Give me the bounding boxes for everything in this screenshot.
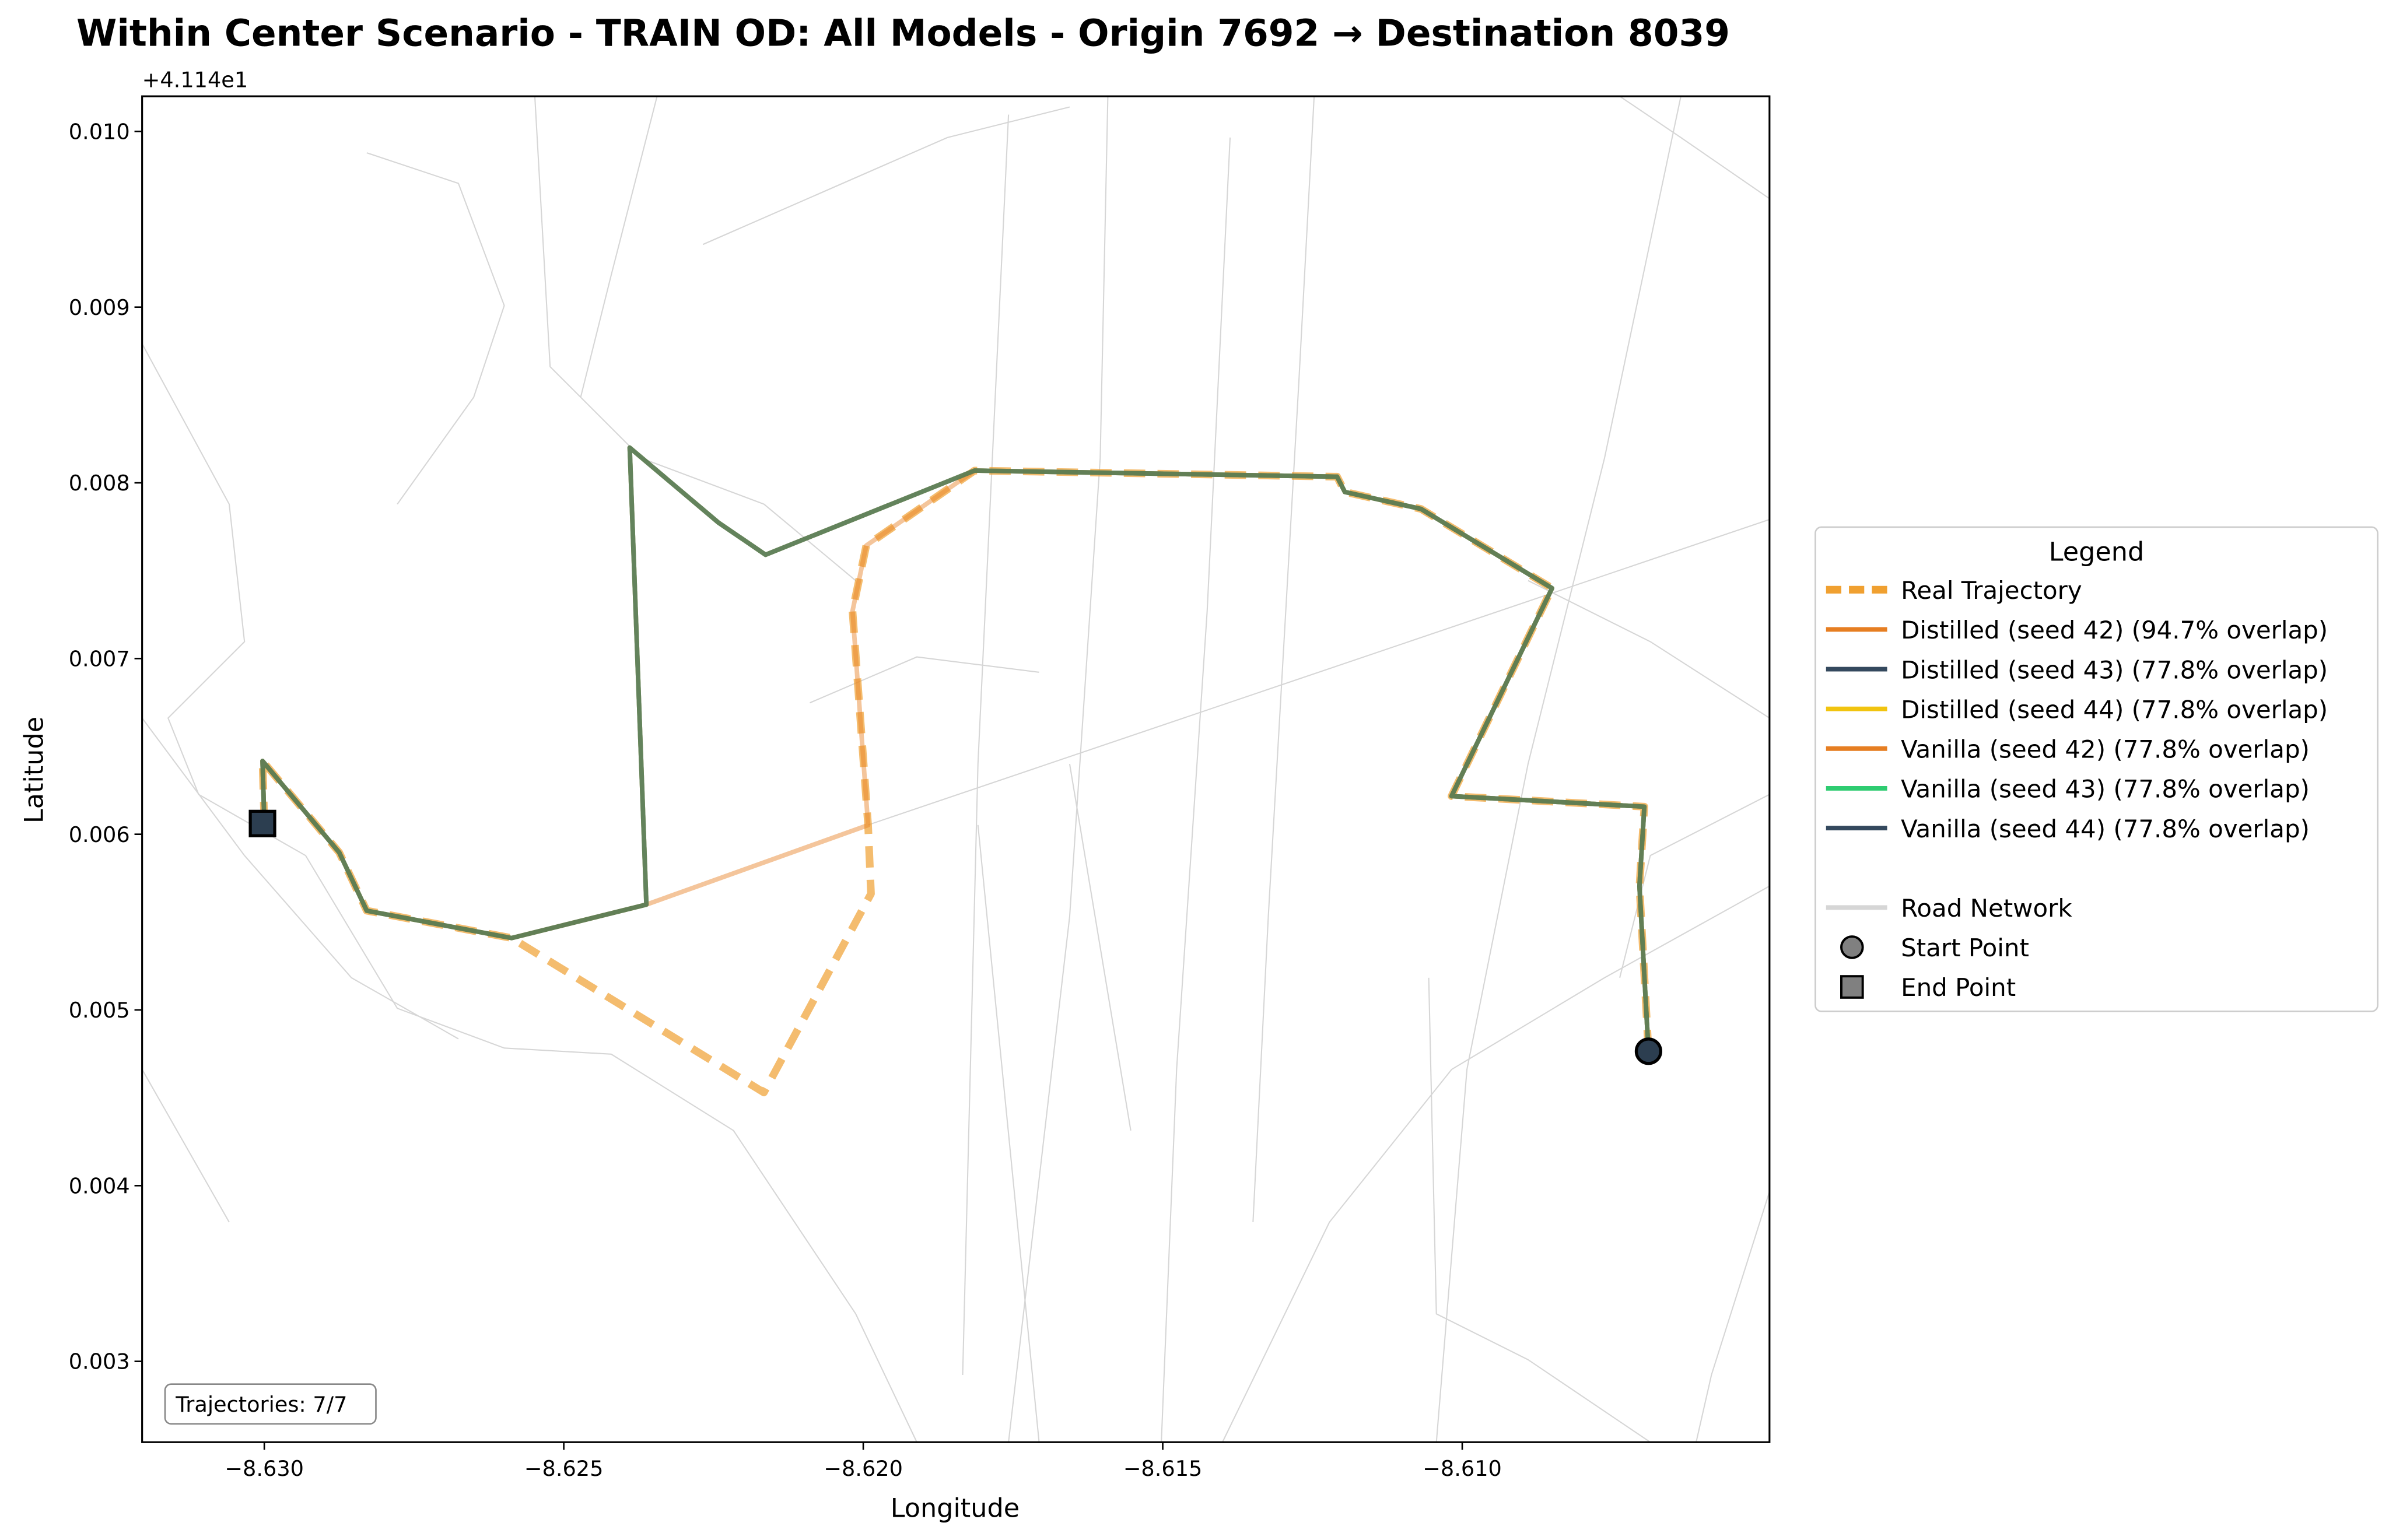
plot-area (248, 445, 1662, 1097)
trajectory-line (260, 445, 1651, 1052)
annotation-box (164, 1383, 377, 1425)
y-tick-label: 0.005 (69, 998, 130, 1023)
y-tick-label: 0.007 (69, 646, 130, 671)
x-axis-label: Longitude (891, 1493, 1020, 1524)
y-tick-label: 0.006 (69, 822, 130, 847)
start-marker (1634, 1037, 1662, 1065)
legend-label: Vanilla (seed 44) (77.8% overlap) (1901, 815, 2310, 843)
legend-label: Start Point (1901, 934, 2029, 962)
x-tick-label: −8.615 (1123, 1456, 1203, 1481)
legend-title: Legend (2049, 537, 2145, 567)
y-tick-label: 0.008 (69, 471, 130, 496)
legend-label: End Point (1901, 973, 2016, 1002)
axes-frame (141, 95, 1771, 1443)
y-tick-label: 0.004 (69, 1173, 130, 1198)
trajectory-line (260, 445, 1651, 1052)
road-network (141, 96, 1770, 1443)
legend-label: Real Trajectory (1901, 576, 2082, 605)
x-tick-label: −8.625 (524, 1456, 604, 1481)
trajectory-line (260, 445, 1651, 1052)
trajectory-line (260, 468, 1651, 1052)
legend-label: Road Network (1901, 894, 2072, 922)
y-tick-label: 0.010 (69, 119, 130, 144)
chart-title: Within Center Scenario - TRAIN OD: All M… (76, 12, 1730, 55)
legend-label: Vanilla (seed 43) (77.8% overlap) (1901, 775, 2310, 804)
y-tick-label: 0.003 (69, 1349, 130, 1374)
y-offset-label: +4.114e1 (142, 67, 248, 92)
trajectory-line (260, 445, 1651, 1052)
legend-label: Vanilla (seed 42) (77.8% overlap) (1901, 735, 2310, 764)
legend-label: Distilled (seed 44) (77.8% overlap) (1901, 695, 2328, 724)
end-marker (248, 809, 276, 837)
annotation: Trajectories: 7/7 (175, 1392, 347, 1417)
legend-swatch (1840, 975, 1864, 999)
trajectory-line (258, 466, 1652, 1097)
y-axis-label: Latitude (19, 717, 49, 823)
legend: Real Trajectory Distilled (seed 42) (94.7… (1826, 576, 2328, 1002)
trajectory-line (260, 445, 1651, 1052)
legend-swatch (1840, 935, 1864, 959)
x-tick-label: −8.630 (225, 1456, 304, 1481)
legend-box (1814, 526, 2379, 1012)
y-tick-label: 0.009 (69, 295, 130, 320)
legend-label: Distilled (seed 43) (77.8% overlap) (1901, 655, 2328, 684)
x-tick-label: −8.620 (824, 1456, 903, 1481)
legend-label: Distilled (seed 42) (94.7% overlap) (1901, 616, 2328, 644)
x-tick-label: −8.610 (1423, 1456, 1502, 1481)
